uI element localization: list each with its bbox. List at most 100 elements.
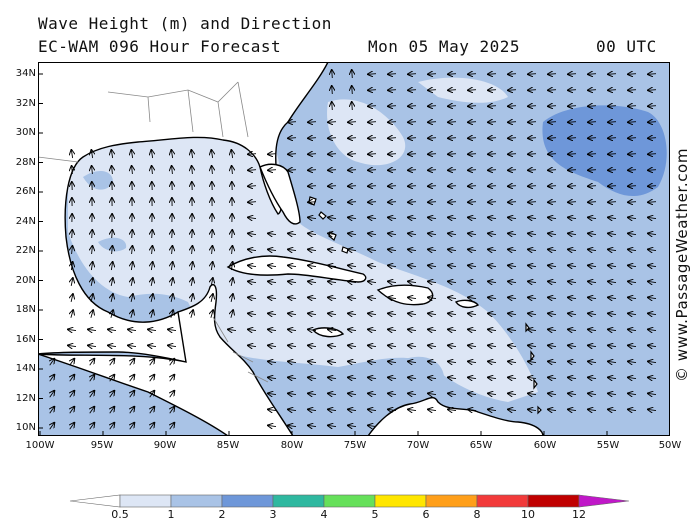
direction-arrow xyxy=(151,294,153,303)
mexico-border xyxy=(38,156,79,163)
colorbar-label: 8 xyxy=(473,508,481,521)
direction-arrow xyxy=(288,122,297,123)
direction-arrow xyxy=(628,106,637,107)
direction-arrow xyxy=(408,313,417,314)
direction-arrow xyxy=(111,150,112,159)
direction-arrow xyxy=(448,217,457,218)
direction-arrow xyxy=(192,246,193,255)
direction-arrow xyxy=(568,265,577,266)
direction-arrow xyxy=(628,329,637,330)
direction-arrow xyxy=(288,313,297,314)
direction-arrow xyxy=(308,170,317,171)
direction-arrow xyxy=(548,249,557,250)
lat-label: 10N xyxy=(15,422,36,433)
direction-arrow xyxy=(628,281,637,282)
direction-arrow xyxy=(151,310,153,318)
direction-arrow xyxy=(608,297,617,298)
direction-arrow xyxy=(171,310,173,318)
colorbar-label: 4 xyxy=(320,508,328,521)
direction-arrow xyxy=(528,138,537,139)
direction-arrow xyxy=(388,313,397,314)
direction-arrow xyxy=(468,170,477,171)
direction-arrow xyxy=(308,425,317,426)
direction-arrow xyxy=(368,345,377,346)
direction-arrow xyxy=(268,281,277,282)
direction-arrow xyxy=(112,166,113,175)
direction-arrow xyxy=(408,122,417,123)
direction-arrow xyxy=(268,377,277,378)
direction-arrow xyxy=(568,361,577,362)
direction-arrow xyxy=(588,265,597,266)
direction-arrow xyxy=(328,329,337,330)
direction-arrow xyxy=(548,233,557,234)
direction-arrow xyxy=(368,425,377,426)
direction-arrow xyxy=(211,310,213,318)
direction-arrow xyxy=(488,90,497,91)
direction-arrow xyxy=(288,425,297,426)
direction-arrow xyxy=(348,170,357,171)
direction-arrow xyxy=(548,361,557,362)
direction-arrow xyxy=(408,202,417,203)
direction-arrow xyxy=(110,423,115,430)
direction-arrow xyxy=(648,138,657,139)
direction-arrow xyxy=(348,265,357,266)
direction-arrow xyxy=(628,377,637,378)
direction-arrow xyxy=(111,310,113,318)
direction-arrow xyxy=(308,361,317,362)
direction-arrow xyxy=(488,313,497,314)
lat-label: 18N xyxy=(15,304,36,315)
direction-arrow xyxy=(588,122,597,123)
direction-arrow xyxy=(648,393,657,394)
direction-arrow xyxy=(328,154,337,155)
direction-arrow xyxy=(308,377,317,378)
direction-arrow xyxy=(488,106,497,107)
direction-arrow xyxy=(132,166,133,175)
direction-arrow xyxy=(328,425,337,426)
direction-arrow xyxy=(528,377,537,378)
direction-arrow xyxy=(648,217,657,218)
direction-arrow xyxy=(151,150,152,159)
direction-arrow xyxy=(608,154,617,155)
direction-arrow xyxy=(468,377,477,378)
direction-arrow xyxy=(131,262,132,271)
lat-label: 30N xyxy=(15,127,36,138)
direction-arrow xyxy=(288,138,297,139)
direction-arrow xyxy=(548,186,557,187)
direction-arrow xyxy=(348,281,357,282)
direction-arrow xyxy=(268,170,277,171)
direction-arrow xyxy=(268,233,277,234)
direction-arrow xyxy=(408,90,417,91)
direction-arrow xyxy=(648,409,657,410)
direction-arrow xyxy=(368,122,377,123)
direction-arrow xyxy=(248,329,257,330)
direction-arrow xyxy=(448,281,457,282)
direction-arrow xyxy=(170,423,175,430)
direction-arrow xyxy=(468,265,477,266)
direction-arrow xyxy=(352,70,353,79)
lon-label: 80W xyxy=(280,440,304,451)
direction-arrow xyxy=(508,265,517,266)
direction-arrow xyxy=(288,345,297,346)
direction-arrow xyxy=(488,74,497,75)
direction-arrow xyxy=(508,377,517,378)
direction-arrow xyxy=(428,393,437,394)
direction-arrow xyxy=(648,265,657,266)
lon-label: 60W xyxy=(533,440,557,451)
direction-arrow xyxy=(588,154,597,155)
direction-arrow xyxy=(211,278,213,286)
direction-arrow xyxy=(168,345,177,346)
direction-arrow xyxy=(328,281,337,282)
direction-arrow xyxy=(328,265,337,266)
direction-arrow xyxy=(568,297,577,298)
direction-arrow xyxy=(508,361,517,362)
direction-arrow xyxy=(212,246,213,255)
direction-arrow xyxy=(468,186,477,187)
lat-label: 16N xyxy=(15,333,36,345)
direction-arrow xyxy=(268,345,277,346)
direction-arrow xyxy=(388,249,397,250)
colorbar-segment xyxy=(119,494,172,508)
direction-arrow xyxy=(448,154,457,155)
colorbar-label: 1 xyxy=(167,508,175,521)
direction-arrow xyxy=(608,74,617,75)
direction-arrow xyxy=(170,391,175,398)
